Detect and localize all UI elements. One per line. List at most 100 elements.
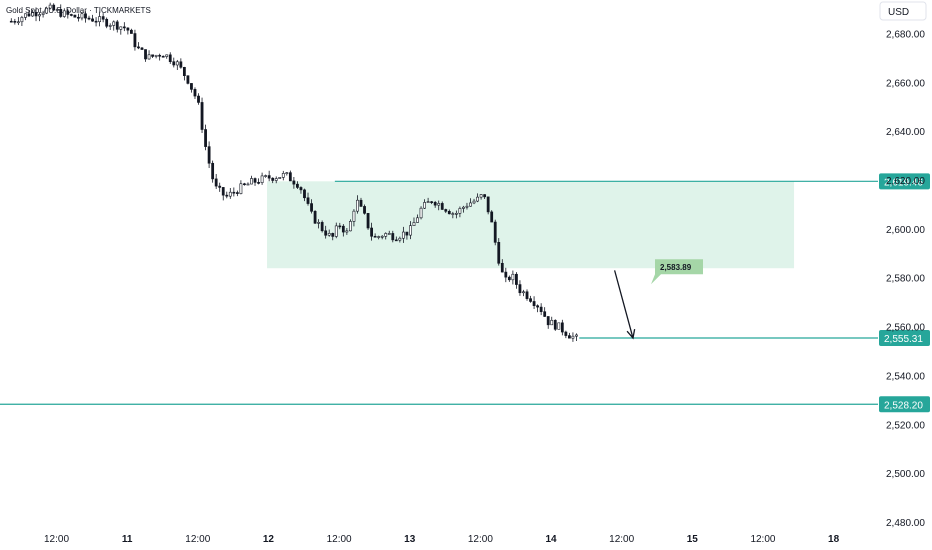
candle-body: [412, 222, 416, 226]
candle-body: [479, 194, 483, 198]
candle-body: [211, 162, 215, 180]
candle-body: [243, 183, 246, 186]
candle-body: [228, 191, 232, 197]
candle-body: [151, 54, 154, 57]
level-price-label: 2,619.46: [884, 177, 923, 188]
x-tick-label: 12:00: [609, 534, 634, 545]
candle-body: [147, 54, 151, 60]
candle-body: [504, 271, 508, 278]
candle-body: [292, 180, 296, 185]
candle-body: [532, 301, 536, 306]
candle-body: [179, 61, 183, 68]
candle-body: [168, 54, 172, 62]
candle-body: [546, 316, 550, 326]
x-tick-label: 12:00: [327, 534, 352, 545]
level-price-tag: [879, 173, 930, 190]
candle-body: [278, 177, 282, 179]
candle-body: [250, 178, 253, 185]
candle-body: [356, 199, 359, 212]
candle-body: [52, 4, 56, 11]
x-tick-label: 12:00: [185, 534, 210, 545]
candle-body: [130, 29, 133, 34]
candle-body: [197, 95, 200, 103]
candle-body: [24, 13, 27, 18]
candle-body: [239, 183, 243, 194]
currency-box[interactable]: [879, 1, 927, 21]
candle-body: [518, 284, 522, 294]
candle-body: [543, 311, 547, 317]
y-tick-label: 2,640.00: [886, 127, 925, 138]
candle-body: [119, 26, 123, 30]
candle-body: [204, 129, 207, 147]
candle-body: [161, 55, 165, 58]
candle-body: [430, 201, 434, 203]
level-price-tag: [879, 396, 930, 413]
level-price-label: 2,528.20: [884, 400, 923, 411]
y-tick-label: 2,680.00: [886, 29, 925, 40]
candle-body: [165, 54, 169, 57]
candle-body: [433, 202, 437, 206]
candle-body: [122, 26, 126, 29]
y-tick-label: 2,620.00: [886, 176, 925, 187]
candle-body: [571, 335, 575, 339]
forecast-arrow-head: [626, 329, 636, 340]
candle-body: [299, 187, 303, 191]
candle-body: [310, 203, 313, 212]
candle-body: [398, 237, 402, 241]
candle-body: [557, 322, 561, 330]
candle-body: [264, 175, 268, 177]
candle-body: [536, 305, 540, 308]
candle-body: [437, 203, 441, 206]
candle-body: [80, 13, 84, 19]
candle-body: [31, 12, 34, 17]
candle-body: [190, 83, 193, 90]
candle-body: [13, 20, 17, 23]
candle-body: [373, 235, 377, 238]
candle-body: [507, 276, 511, 281]
candle-body: [91, 18, 94, 22]
x-tick-label: 12:00: [750, 534, 775, 545]
candle-body: [41, 12, 45, 15]
candle-body: [363, 206, 366, 214]
candle-body: [101, 16, 105, 20]
candle-body: [451, 213, 455, 215]
candle-body: [137, 46, 140, 49]
candle-body: [126, 27, 130, 31]
candle-body: [380, 235, 384, 238]
candle-body: [288, 172, 292, 182]
level-price-tag: [879, 330, 930, 347]
candle-body: [324, 230, 328, 236]
candle-body: [483, 194, 487, 198]
candle-body: [462, 206, 465, 209]
candle-body: [440, 203, 444, 210]
candle-body: [341, 225, 345, 233]
range-zone[interactable]: [267, 181, 795, 269]
candle-body: [469, 202, 472, 207]
candle-body: [401, 231, 405, 239]
candle-body: [338, 225, 342, 228]
candle-body: [331, 233, 335, 237]
candle-body: [144, 49, 147, 60]
currency-label: USD: [888, 7, 909, 18]
candle-body: [281, 173, 285, 178]
candle-body: [476, 196, 479, 202]
y-tick-label: 2,660.00: [886, 78, 925, 89]
candle-body: [416, 217, 419, 223]
y-tick-label: 2,540.00: [886, 371, 925, 382]
candle-body: [34, 12, 38, 17]
price-callout-box[interactable]: [651, 259, 703, 285]
candle-body: [158, 54, 162, 57]
candle-body: [296, 183, 299, 188]
candle-body: [511, 273, 515, 281]
candle-body: [175, 61, 179, 66]
candle-body: [62, 10, 66, 17]
candle-body: [45, 7, 49, 14]
candle-body: [59, 9, 63, 17]
candle-body: [359, 199, 363, 207]
candle-body: [225, 194, 229, 197]
x-tick-label: 13: [404, 534, 416, 545]
candle-body: [27, 13, 31, 17]
candle-body: [182, 67, 186, 77]
forecast-arrow-shaft[interactable]: [613, 270, 634, 339]
